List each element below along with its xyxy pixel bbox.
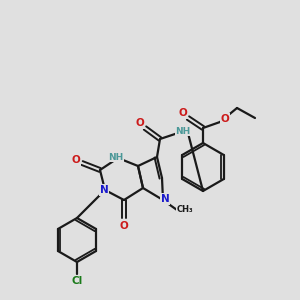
Text: O: O — [178, 108, 188, 118]
Text: N: N — [160, 194, 169, 204]
Text: CH₃: CH₃ — [177, 206, 193, 214]
Text: Cl: Cl — [71, 276, 82, 286]
Text: O: O — [136, 118, 144, 128]
Text: O: O — [72, 155, 80, 165]
Text: O: O — [220, 114, 230, 124]
Text: NH: NH — [108, 152, 124, 161]
Text: O: O — [120, 221, 128, 231]
Text: NH: NH — [176, 127, 190, 136]
Text: N: N — [100, 185, 108, 195]
